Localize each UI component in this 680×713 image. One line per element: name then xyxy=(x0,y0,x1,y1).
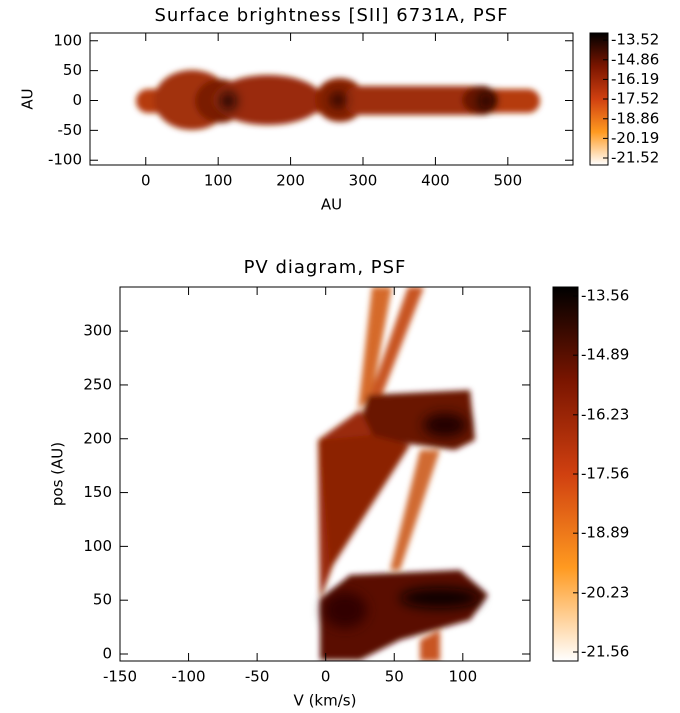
colorbar-tick-label: -13.52 xyxy=(611,31,659,49)
colorbar-tick-label: -16.19 xyxy=(611,70,659,88)
y-tick-label: 100 xyxy=(53,31,82,49)
y-tick-label: 100 xyxy=(83,537,112,555)
surface-image xyxy=(136,70,540,130)
colorbar-tick-label: -14.86 xyxy=(611,50,659,68)
colorbar-tick-label: -20.19 xyxy=(611,129,659,147)
x-tick-label: 0 xyxy=(321,668,331,686)
pv-image xyxy=(318,287,488,661)
y-tick-label: 150 xyxy=(83,483,112,501)
chart-title: Surface brightness [SII] 6731A, PSF xyxy=(155,5,509,26)
plot-frame xyxy=(119,286,531,662)
colorbar-tick-label: -18.89 xyxy=(581,524,629,542)
x-tick-label: -150 xyxy=(103,668,137,686)
colorbar-tick-label: -17.56 xyxy=(581,465,629,483)
colorbar-tick-label: -18.86 xyxy=(611,109,659,127)
colorbar-tick-label: -20.23 xyxy=(581,583,629,601)
colorbar-tick-label: -21.52 xyxy=(611,149,659,167)
x-tick-label: -100 xyxy=(172,668,206,686)
colorbar-tick-label: -13.56 xyxy=(581,287,629,305)
x-tick-label: -50 xyxy=(245,668,270,686)
y-tick-label: 250 xyxy=(83,375,112,393)
y-axis-label: AU xyxy=(19,88,37,109)
x-tick-label: 400 xyxy=(421,172,450,190)
colorbar-tick-label: -17.52 xyxy=(611,90,659,108)
chart-title: PV diagram, PSF xyxy=(244,257,407,278)
colorbar-tick-label: -21.56 xyxy=(581,643,629,661)
x-tick-label: 100 xyxy=(204,172,233,190)
y-tick-label: -100 xyxy=(48,151,82,169)
y-tick-label: 200 xyxy=(83,429,112,447)
colorbar-tick-label: -14.89 xyxy=(581,346,629,364)
y-tick-label: -50 xyxy=(58,121,83,139)
y-tick-label: 50 xyxy=(63,61,82,79)
y-tick-label: 0 xyxy=(102,645,112,663)
y-tick-label: 50 xyxy=(93,591,112,609)
x-tick-label: 300 xyxy=(349,172,378,190)
x-tick-label: 0 xyxy=(141,172,151,190)
x-tick-label: 100 xyxy=(448,668,477,686)
plot-frame xyxy=(89,32,574,166)
y-tick-label: 0 xyxy=(72,91,82,109)
x-tick-label: 50 xyxy=(385,668,404,686)
y-tick-label: 300 xyxy=(83,322,112,340)
x-tick-label: 500 xyxy=(494,172,523,190)
x-axis-label: AU xyxy=(321,196,342,214)
y-axis-label: pos (AU) xyxy=(49,442,67,506)
x-tick-label: 200 xyxy=(276,172,305,190)
x-axis-label: V (km/s) xyxy=(294,692,357,710)
colorbar-tick-label: -16.23 xyxy=(581,405,629,423)
